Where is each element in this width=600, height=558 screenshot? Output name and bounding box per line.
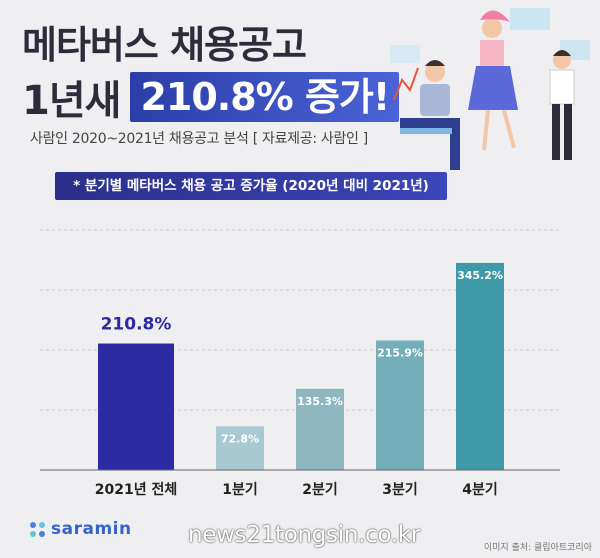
category-label: 3분기 bbox=[382, 482, 418, 498]
saramin-logo: saramin bbox=[30, 519, 132, 539]
category-label: 1분기 bbox=[222, 482, 258, 498]
category-label: 2021년 전체 bbox=[95, 481, 177, 498]
chart-banner: * 분기별 메타버스 채용 공고 증가율 (2020년 대비 2021년) bbox=[55, 172, 447, 200]
title-line-2-prefix: 1년새 bbox=[22, 78, 121, 124]
bar-3 bbox=[376, 340, 424, 470]
bar-4 bbox=[456, 262, 504, 470]
saramin-logo-icon bbox=[30, 521, 45, 537]
bar-0 bbox=[98, 343, 174, 470]
title-line-2: 1년새 210.8% 증가! bbox=[22, 68, 400, 126]
image-credit: 이미지 출처: 클립아트코리아 bbox=[483, 543, 592, 553]
logo-text: saramin bbox=[51, 519, 132, 539]
bar-value-label: 135.3% bbox=[297, 395, 343, 408]
watermark: news21tongsin.co.kr bbox=[188, 522, 421, 548]
bar-value-label: 215.9% bbox=[377, 346, 423, 359]
category-label: 4분기 bbox=[462, 482, 498, 498]
business-people-illustration bbox=[390, 8, 590, 170]
bar-value-label: 345.2% bbox=[457, 269, 503, 282]
bar-value-label: 210.8% bbox=[101, 315, 172, 335]
title-highlight: 210.8% 증가! bbox=[130, 72, 400, 122]
title-line-1: 메타버스 채용공고 bbox=[22, 23, 307, 67]
bar-2 bbox=[296, 388, 344, 470]
subtitle: 사람인 2020~2021년 채용공고 분석 [ 자료제공: 사람인 ] bbox=[30, 131, 368, 147]
bar-1 bbox=[216, 426, 264, 470]
category-label: 2분기 bbox=[302, 482, 338, 498]
bar-value-label: 72.8% bbox=[221, 432, 259, 445]
